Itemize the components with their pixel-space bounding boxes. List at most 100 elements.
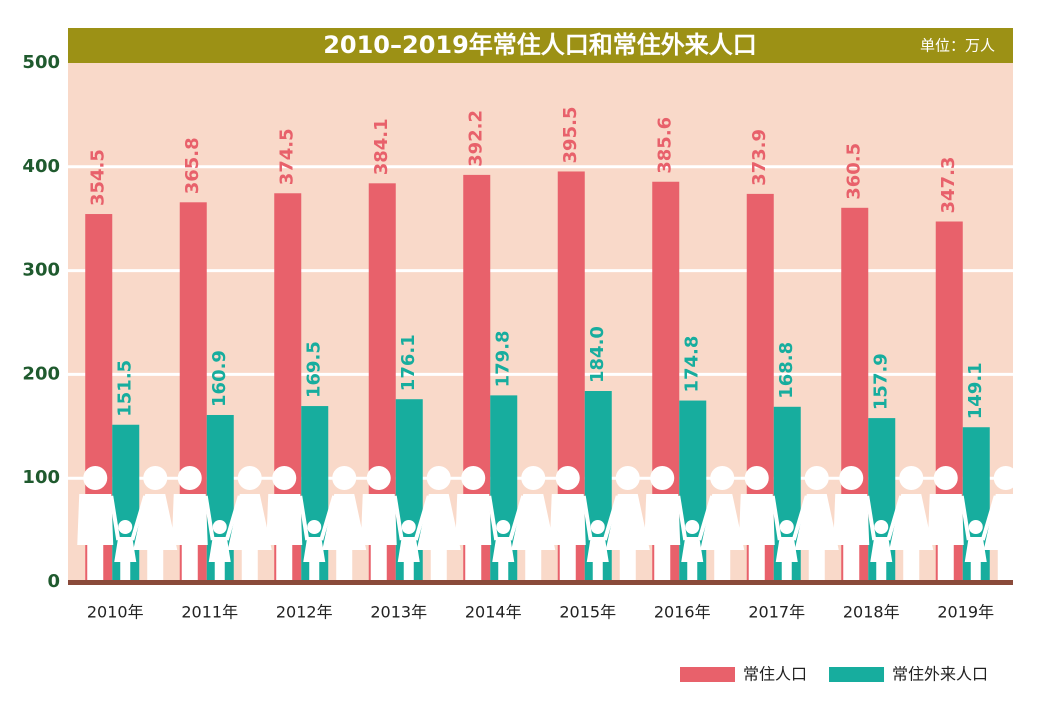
arm bbox=[697, 495, 715, 541]
arm bbox=[602, 495, 620, 541]
data-label: 179.8 bbox=[493, 330, 514, 387]
head bbox=[143, 466, 168, 490]
data-label: 360.5 bbox=[844, 143, 865, 200]
head bbox=[521, 466, 546, 490]
data-label: 160.9 bbox=[209, 350, 230, 407]
x-tick-label: 2011年 bbox=[181, 603, 238, 622]
body bbox=[870, 537, 893, 580]
body bbox=[227, 494, 272, 580]
arm bbox=[413, 495, 431, 541]
data-label: 157.9 bbox=[871, 353, 892, 410]
body bbox=[549, 494, 586, 580]
data-label: 373.9 bbox=[749, 129, 770, 186]
arm bbox=[224, 495, 242, 541]
arm bbox=[203, 495, 215, 541]
head bbox=[177, 466, 202, 490]
unit-label: 单位：万人 bbox=[920, 37, 995, 55]
x-tick-label: 2018年 bbox=[843, 603, 900, 622]
data-label: 384.1 bbox=[371, 118, 392, 175]
body bbox=[833, 494, 870, 580]
body bbox=[416, 494, 461, 580]
family-silhouette bbox=[266, 466, 367, 580]
family-silhouette bbox=[360, 466, 461, 580]
head bbox=[685, 520, 700, 534]
head bbox=[874, 520, 889, 534]
data-label: 354.5 bbox=[88, 149, 109, 206]
body bbox=[322, 494, 367, 580]
chart-title: 2010–2019年常住人口和常住外来人口 bbox=[323, 31, 757, 59]
head bbox=[83, 466, 108, 490]
head bbox=[426, 466, 451, 490]
body bbox=[927, 494, 964, 580]
body bbox=[303, 537, 326, 580]
legend-label: 常住人口 bbox=[743, 665, 807, 684]
arm bbox=[319, 495, 337, 541]
family-silhouette bbox=[644, 466, 745, 580]
data-label: 395.5 bbox=[560, 107, 581, 164]
data-label: 176.1 bbox=[398, 334, 419, 391]
head bbox=[968, 520, 983, 534]
y-tick-label: 200 bbox=[22, 363, 60, 384]
body bbox=[983, 494, 1028, 580]
legend-swatch bbox=[829, 667, 885, 682]
head bbox=[496, 520, 511, 534]
arm bbox=[508, 495, 526, 541]
head bbox=[118, 520, 133, 534]
y-tick-label: 500 bbox=[22, 52, 60, 73]
body bbox=[171, 494, 208, 580]
family-silhouette bbox=[738, 466, 839, 580]
arm bbox=[980, 495, 998, 541]
arm bbox=[298, 495, 310, 541]
body bbox=[397, 537, 420, 580]
family-silhouette bbox=[549, 466, 650, 580]
body bbox=[738, 494, 775, 580]
arm bbox=[886, 495, 904, 541]
head bbox=[779, 520, 794, 534]
head bbox=[615, 466, 640, 490]
data-label: 385.6 bbox=[655, 117, 676, 174]
body bbox=[644, 494, 681, 580]
y-tick-label: 300 bbox=[22, 260, 60, 281]
head bbox=[899, 466, 924, 490]
head bbox=[272, 466, 297, 490]
head bbox=[307, 520, 322, 534]
head bbox=[650, 466, 675, 490]
body bbox=[889, 494, 934, 580]
body bbox=[360, 494, 397, 580]
head bbox=[744, 466, 769, 490]
x-tick-label: 2014年 bbox=[465, 603, 522, 622]
x-tick-label: 2012年 bbox=[276, 603, 333, 622]
head bbox=[366, 466, 391, 490]
head bbox=[839, 466, 864, 490]
family-silhouette bbox=[77, 466, 178, 580]
arm bbox=[865, 495, 877, 541]
body bbox=[605, 494, 650, 580]
body bbox=[700, 494, 745, 580]
body bbox=[775, 537, 798, 580]
x-tick-label: 2015年 bbox=[559, 603, 616, 622]
data-label: 374.5 bbox=[277, 128, 298, 185]
arm bbox=[959, 495, 971, 541]
arm bbox=[676, 495, 688, 541]
x-tick-label: 2010年 bbox=[87, 603, 144, 622]
x-tick-label: 2017年 bbox=[748, 603, 805, 622]
head bbox=[237, 466, 262, 490]
body bbox=[511, 494, 556, 580]
arm bbox=[130, 495, 148, 541]
body bbox=[794, 494, 839, 580]
family-silhouette bbox=[833, 466, 934, 580]
arm bbox=[581, 495, 593, 541]
arm bbox=[791, 495, 809, 541]
x-tick-label: 2016年 bbox=[654, 603, 711, 622]
x-axis-line bbox=[68, 580, 1013, 585]
family-silhouette bbox=[455, 466, 556, 580]
title-bar bbox=[68, 28, 1013, 63]
body bbox=[77, 494, 114, 580]
head bbox=[212, 520, 227, 534]
body bbox=[586, 537, 609, 580]
data-label: 347.3 bbox=[938, 157, 959, 214]
family-silhouette bbox=[927, 466, 1028, 580]
data-label: 365.8 bbox=[182, 137, 203, 194]
body bbox=[681, 537, 704, 580]
